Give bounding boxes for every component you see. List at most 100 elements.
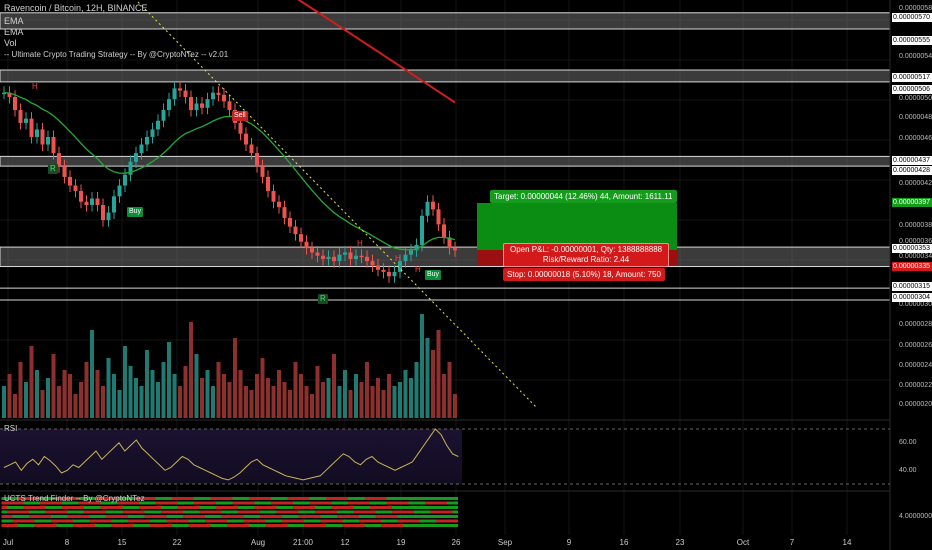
trend-cell (309, 501, 315, 505)
volume-bar (18, 362, 23, 418)
trend-cell (194, 501, 200, 505)
volume-bar (90, 330, 94, 418)
trend-cell (89, 519, 95, 523)
x-tick: 23 (675, 538, 685, 547)
trend-cell (177, 515, 183, 518)
volume-bar (332, 354, 336, 418)
candle-body (128, 161, 133, 175)
volume-bar (288, 390, 292, 418)
trend-cell (73, 519, 79, 523)
candle-body (288, 217, 292, 227)
trend-cell (62, 506, 68, 509)
trend-cell (51, 524, 57, 527)
trend-cell (183, 524, 189, 527)
trend-cell (29, 515, 35, 518)
trend-cell (56, 524, 62, 527)
price-tag: 0.00000555 (892, 36, 932, 45)
trend-cell (78, 510, 84, 514)
trend-cell (221, 524, 227, 527)
indicator-strategy[interactable]: -- Ultimate Crypto Trading Strategy -- B… (4, 50, 229, 59)
trend-cell (166, 510, 172, 514)
trend-cell (117, 515, 123, 518)
trend-cell (408, 506, 414, 509)
trend-cell (29, 501, 35, 505)
trend-cell (348, 524, 354, 527)
volume-bar (2, 386, 6, 418)
indicator-ema-2[interactable]: EMA (4, 27, 24, 37)
trend-cell (29, 524, 35, 527)
trend-cell (122, 519, 128, 523)
x-tick: 22 (172, 538, 182, 547)
trend-cell (403, 519, 409, 523)
resistance-band (0, 246, 891, 268)
trend-cell (304, 524, 310, 527)
trend-cell (62, 515, 68, 518)
trend-cell (95, 515, 101, 518)
trend-cell (122, 506, 128, 509)
trend-cell (282, 497, 288, 500)
indicator-vol[interactable]: Vol (4, 38, 17, 48)
trend-cell (342, 497, 348, 500)
trend-cell (40, 515, 46, 518)
trend-cell (40, 519, 46, 523)
trend-cell (436, 497, 442, 500)
trend-cell (342, 506, 348, 509)
trend-cell (403, 515, 409, 518)
trend-cell (386, 497, 392, 500)
trend-cell (194, 524, 200, 527)
trend-cell (100, 519, 106, 523)
trend-cell (117, 510, 123, 514)
trend-cell (1, 506, 7, 509)
trend-cell (177, 519, 183, 523)
candle-body (95, 198, 100, 205)
volume-bar (403, 370, 408, 418)
trend-cell (425, 515, 431, 518)
trend-cell (150, 506, 156, 509)
trend-cell (73, 510, 79, 514)
trend-cell (40, 510, 46, 514)
trend-cell (56, 515, 62, 518)
trend-cell (232, 524, 238, 527)
trend-cell (331, 506, 337, 509)
trend-cell (67, 506, 73, 509)
trend-cell (232, 506, 238, 509)
volume-bar (310, 394, 314, 418)
signal-buy: Buy (127, 207, 144, 217)
trend-cell (392, 506, 398, 509)
volume-bar (24, 382, 28, 418)
trend-cell (155, 501, 161, 505)
trend-cell (45, 519, 51, 523)
trend-cell (353, 510, 359, 514)
trend-cell (353, 524, 359, 527)
resistance-band (0, 155, 891, 167)
signal-buy: Buy (425, 270, 442, 280)
trend-cell (249, 519, 255, 523)
volume-bar (260, 358, 265, 418)
trend-cell (67, 510, 73, 514)
trend-cell (425, 510, 431, 514)
x-tick: 8 (64, 538, 70, 547)
candle-body (332, 256, 336, 262)
candle-body (359, 255, 364, 258)
trend-cell (84, 515, 90, 518)
trend-cell (238, 501, 244, 505)
candle-body (123, 174, 127, 186)
indicator-ema-1[interactable]: EMA (4, 16, 24, 26)
price-tag: 0.00000506 (892, 85, 932, 94)
trend-cell (89, 506, 95, 509)
trend-cell (425, 524, 431, 527)
trend-cell (370, 501, 376, 505)
trend-cell (133, 510, 139, 514)
trend-cell (419, 510, 425, 514)
trend-cell (397, 506, 403, 509)
trend-cell (227, 510, 233, 514)
volume-bar (425, 338, 430, 418)
resistance-bands (0, 12, 891, 301)
trend-cell (7, 501, 13, 505)
trend-cell (144, 506, 150, 509)
x-tick: Sep (497, 538, 513, 547)
signal-h: H (395, 254, 401, 263)
trend-cell (139, 524, 145, 527)
